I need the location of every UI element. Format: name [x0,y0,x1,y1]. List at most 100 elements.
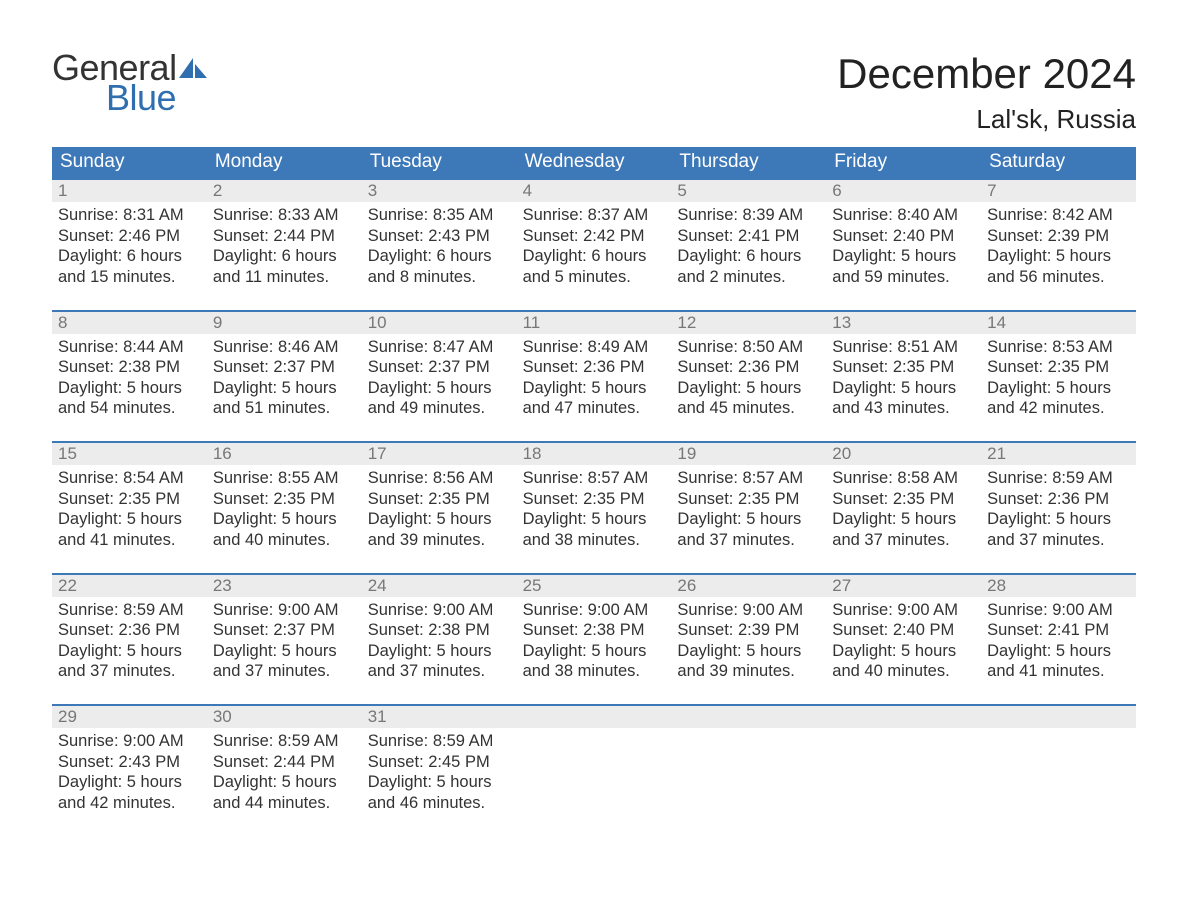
calendar-week: 1234567Sunrise: 8:31 AMSunset: 2:46 PMDa… [52,178,1136,290]
daylight-line-2: and 37 minutes. [987,530,1130,551]
daylight-line-1: Daylight: 5 hours [987,509,1130,530]
day-cell [826,728,981,816]
weekday-header: Monday [207,147,362,178]
sunrise-line: Sunrise: 8:46 AM [213,337,356,358]
daylight-line-1: Daylight: 5 hours [213,509,356,530]
daylight-line-2: and 49 minutes. [368,398,511,419]
day-number: 31 [362,706,517,728]
day-number: 22 [52,575,207,597]
day-cell: Sunrise: 8:53 AMSunset: 2:35 PMDaylight:… [981,334,1136,422]
daylight-line-2: and 37 minutes. [213,661,356,682]
sunset-line: Sunset: 2:41 PM [987,620,1130,641]
month-title: December 2024 [837,50,1136,98]
daylight-line-1: Daylight: 5 hours [523,509,666,530]
day-cell: Sunrise: 9:00 AMSunset: 2:38 PMDaylight:… [517,597,672,685]
day-cell: Sunrise: 8:37 AMSunset: 2:42 PMDaylight:… [517,202,672,290]
day-number: 17 [362,443,517,465]
day-cell: Sunrise: 8:31 AMSunset: 2:46 PMDaylight:… [52,202,207,290]
daylight-line-2: and 11 minutes. [213,267,356,288]
sunset-line: Sunset: 2:35 PM [832,357,975,378]
day-cell: Sunrise: 8:44 AMSunset: 2:38 PMDaylight:… [52,334,207,422]
daylight-line-1: Daylight: 5 hours [677,641,820,662]
sunrise-line: Sunrise: 8:31 AM [58,205,201,226]
sunrise-line: Sunrise: 8:57 AM [523,468,666,489]
day-cell: Sunrise: 8:55 AMSunset: 2:35 PMDaylight:… [207,465,362,553]
day-number [671,706,826,728]
day-cell: Sunrise: 8:47 AMSunset: 2:37 PMDaylight:… [362,334,517,422]
day-number: 15 [52,443,207,465]
day-number: 30 [207,706,362,728]
day-cell: Sunrise: 8:51 AMSunset: 2:35 PMDaylight:… [826,334,981,422]
page: General Blue December 2024 Lal'sk, Russi… [0,0,1188,846]
daylight-line-1: Daylight: 5 hours [368,378,511,399]
day-number [517,706,672,728]
day-number: 8 [52,312,207,334]
sunset-line: Sunset: 2:35 PM [58,489,201,510]
day-number [981,706,1136,728]
day-number: 4 [517,180,672,202]
location-label: Lal'sk, Russia [837,104,1136,135]
day-number: 28 [981,575,1136,597]
daylight-line-2: and 39 minutes. [368,530,511,551]
daylight-line-2: and 43 minutes. [832,398,975,419]
sunset-line: Sunset: 2:38 PM [523,620,666,641]
sunrise-line: Sunrise: 8:40 AM [832,205,975,226]
day-number: 26 [671,575,826,597]
calendar-week: 22232425262728Sunrise: 8:59 AMSunset: 2:… [52,573,1136,685]
sunset-line: Sunset: 2:45 PM [368,752,511,773]
day-cell: Sunrise: 9:00 AMSunset: 2:37 PMDaylight:… [207,597,362,685]
sunset-line: Sunset: 2:46 PM [58,226,201,247]
day-number: 5 [671,180,826,202]
weekday-header-row: Sunday Monday Tuesday Wednesday Thursday… [52,147,1136,178]
daylight-line-1: Daylight: 5 hours [213,641,356,662]
weekday-header: Thursday [671,147,826,178]
sunset-line: Sunset: 2:35 PM [368,489,511,510]
day-number: 29 [52,706,207,728]
sunset-line: Sunset: 2:39 PM [987,226,1130,247]
daylight-line-1: Daylight: 5 hours [368,772,511,793]
sunrise-line: Sunrise: 8:54 AM [58,468,201,489]
daylight-line-1: Daylight: 6 hours [213,246,356,267]
day-number-strip: 891011121314 [52,312,1136,334]
daylight-line-2: and 41 minutes. [987,661,1130,682]
sunset-line: Sunset: 2:42 PM [523,226,666,247]
sunrise-line: Sunrise: 9:00 AM [213,600,356,621]
day-cell: Sunrise: 8:54 AMSunset: 2:35 PMDaylight:… [52,465,207,553]
title-block: December 2024 Lal'sk, Russia [837,50,1136,135]
calendar: Sunday Monday Tuesday Wednesday Thursday… [52,147,1136,816]
day-number: 2 [207,180,362,202]
sunrise-line: Sunrise: 9:00 AM [832,600,975,621]
calendar-week: 293031Sunrise: 9:00 AMSunset: 2:43 PMDay… [52,704,1136,816]
sunset-line: Sunset: 2:37 PM [213,620,356,641]
sunrise-line: Sunrise: 8:50 AM [677,337,820,358]
sunrise-line: Sunrise: 8:35 AM [368,205,511,226]
day-number [826,706,981,728]
day-number: 12 [671,312,826,334]
day-number: 27 [826,575,981,597]
sunrise-line: Sunrise: 8:57 AM [677,468,820,489]
daylight-line-2: and 42 minutes. [987,398,1130,419]
day-cell: Sunrise: 9:00 AMSunset: 2:40 PMDaylight:… [826,597,981,685]
header: General Blue December 2024 Lal'sk, Russi… [52,50,1136,135]
sunset-line: Sunset: 2:38 PM [58,357,201,378]
sunrise-line: Sunrise: 8:59 AM [213,731,356,752]
day-cell: Sunrise: 8:57 AMSunset: 2:35 PMDaylight:… [517,465,672,553]
day-number: 7 [981,180,1136,202]
logo-sail-icon [179,56,209,86]
daylight-line-2: and 51 minutes. [213,398,356,419]
day-number: 24 [362,575,517,597]
weekday-header: Friday [826,147,981,178]
weekday-header: Saturday [981,147,1136,178]
day-number: 3 [362,180,517,202]
daylight-line-1: Daylight: 5 hours [58,378,201,399]
day-number: 16 [207,443,362,465]
sunset-line: Sunset: 2:35 PM [987,357,1130,378]
sunset-line: Sunset: 2:43 PM [368,226,511,247]
day-cell: Sunrise: 8:59 AMSunset: 2:45 PMDaylight:… [362,728,517,816]
daylight-line-1: Daylight: 5 hours [368,641,511,662]
daylight-line-1: Daylight: 5 hours [58,641,201,662]
sunset-line: Sunset: 2:37 PM [213,357,356,378]
day-number: 21 [981,443,1136,465]
day-number: 11 [517,312,672,334]
day-cell: Sunrise: 8:58 AMSunset: 2:35 PMDaylight:… [826,465,981,553]
